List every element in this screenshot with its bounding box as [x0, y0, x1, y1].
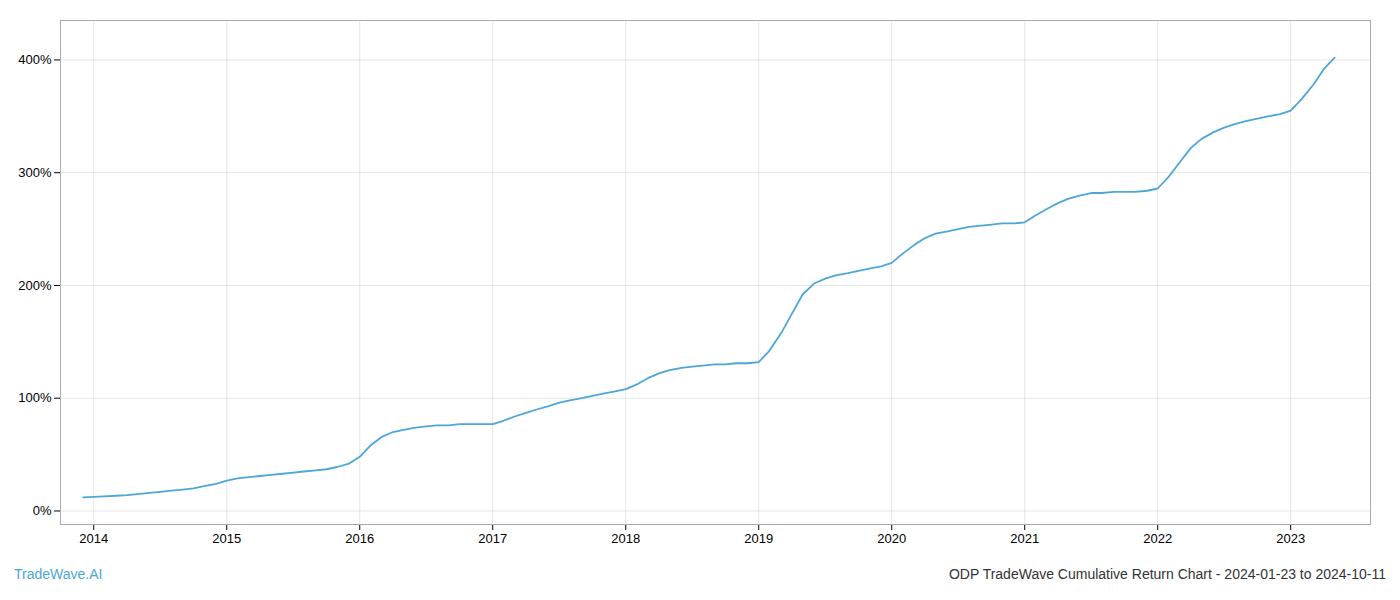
- svg-text:2022: 2022: [1143, 531, 1172, 546]
- svg-text:100%: 100%: [18, 390, 52, 405]
- svg-text:2016: 2016: [345, 531, 374, 546]
- svg-text:2020: 2020: [877, 531, 906, 546]
- svg-text:2023: 2023: [1276, 531, 1305, 546]
- svg-text:2015: 2015: [212, 531, 241, 546]
- html-text:ODP TradeWave Cumulative Retur: ODP TradeWave Cumulative Return Chart - …: [948, 566, 1386, 582]
- svg-text:2019: 2019: [744, 531, 773, 546]
- svg-text:300%: 300%: [18, 165, 52, 180]
- svg-text:2021: 2021: [1010, 531, 1039, 546]
- html-text:TradeWave.AI: TradeWave.AI: [14, 566, 103, 582]
- svg-text:2017: 2017: [478, 531, 507, 546]
- svg-text:2014: 2014: [79, 531, 108, 546]
- svg-text:0%: 0%: [33, 503, 52, 518]
- svg-text:2018: 2018: [611, 531, 640, 546]
- svg-text:200%: 200%: [18, 278, 52, 293]
- svg-text:400%: 400%: [18, 52, 52, 67]
